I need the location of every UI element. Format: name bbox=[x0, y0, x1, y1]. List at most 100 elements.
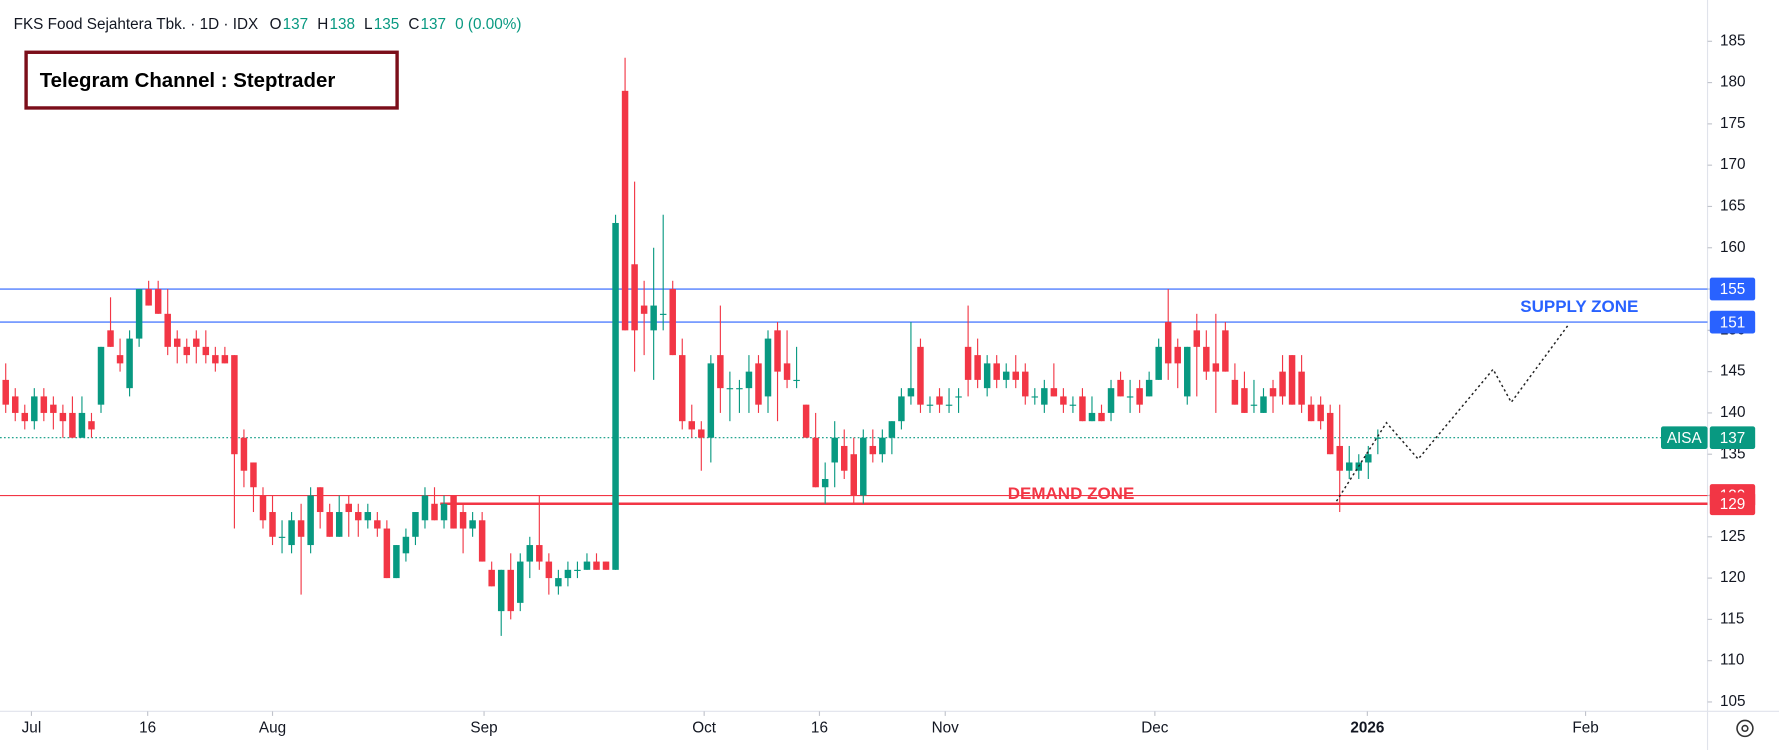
candle-body bbox=[1002, 371, 1010, 380]
candle-body bbox=[1164, 322, 1172, 364]
candle-body bbox=[202, 346, 210, 356]
candle-body bbox=[526, 545, 534, 562]
candle-body bbox=[1365, 454, 1372, 463]
candle-body bbox=[240, 437, 248, 471]
candle-body bbox=[1336, 445, 1343, 471]
annotation-text: Telegram Channel : Steptrader bbox=[40, 70, 336, 92]
x-tick-label: Feb bbox=[1572, 719, 1598, 736]
candle-body bbox=[955, 396, 962, 398]
candle-body bbox=[431, 503, 438, 521]
candle-body bbox=[936, 396, 943, 405]
candle-body bbox=[459, 512, 467, 529]
candle-body bbox=[374, 520, 381, 529]
y-tick-label: 110 bbox=[1720, 652, 1744, 669]
candle-body bbox=[707, 363, 715, 438]
candle-body bbox=[40, 396, 48, 413]
candle-body bbox=[488, 569, 495, 587]
candle-body bbox=[869, 445, 877, 455]
candle-body bbox=[1203, 346, 1210, 372]
candle-body bbox=[440, 503, 448, 521]
candle-body bbox=[231, 355, 238, 455]
candle-body bbox=[1088, 412, 1096, 422]
candle-body bbox=[173, 338, 181, 347]
candle-body bbox=[212, 355, 219, 364]
settings-icon[interactable] bbox=[1736, 719, 1754, 738]
candle-body bbox=[183, 346, 190, 356]
candle-body bbox=[974, 355, 981, 380]
candle-body bbox=[1060, 396, 1067, 405]
candle-body bbox=[450, 495, 457, 529]
candle-body bbox=[821, 478, 829, 488]
candle-body bbox=[726, 388, 734, 390]
candle-body bbox=[1012, 371, 1019, 380]
candle-body bbox=[993, 363, 1000, 380]
candle-body bbox=[1126, 396, 1134, 398]
candle-body bbox=[145, 289, 152, 306]
symbol-badge-label: AISA bbox=[1667, 430, 1703, 447]
candle-body bbox=[555, 578, 562, 587]
candle-body bbox=[688, 421, 696, 430]
candle-body bbox=[221, 355, 229, 364]
candle-body bbox=[193, 338, 200, 347]
candle-body bbox=[745, 371, 753, 389]
ohlc-value: 137 bbox=[421, 16, 447, 33]
candle-body bbox=[698, 429, 705, 438]
candle-body bbox=[802, 404, 810, 438]
y-tick-label: 105 bbox=[1720, 693, 1746, 710]
ohlc-label: O bbox=[270, 16, 282, 33]
candle-body bbox=[335, 512, 343, 537]
annotation-box bbox=[24, 50, 399, 110]
candle-body bbox=[898, 396, 905, 422]
candle-body bbox=[1307, 404, 1315, 422]
candle-body bbox=[402, 536, 410, 554]
candle-body bbox=[1231, 379, 1239, 405]
candle-body bbox=[383, 528, 391, 579]
level-badge bbox=[1709, 310, 1756, 334]
candle-body bbox=[1136, 388, 1143, 405]
candle-body bbox=[1279, 371, 1286, 397]
candle-body bbox=[1145, 379, 1153, 397]
candle-body bbox=[850, 454, 858, 496]
candle-body bbox=[107, 330, 114, 347]
last-price-badge bbox=[1709, 426, 1756, 450]
candle-body bbox=[945, 404, 953, 406]
candle-body bbox=[326, 512, 333, 537]
candle-body bbox=[1079, 396, 1086, 422]
level-badge bbox=[1709, 492, 1756, 516]
ohlc-label: L bbox=[364, 16, 373, 33]
candle-body bbox=[812, 437, 819, 488]
candle-body bbox=[926, 404, 934, 406]
x-tick-label: Sep bbox=[470, 719, 497, 736]
x-tick-label: 16 bbox=[811, 719, 828, 736]
candle-body bbox=[1288, 355, 1296, 405]
x-tick-label: Nov bbox=[932, 719, 960, 736]
candle-body bbox=[669, 289, 676, 356]
candle-body bbox=[1212, 363, 1220, 372]
candle-body bbox=[307, 495, 314, 546]
candle-body bbox=[78, 412, 86, 438]
candle-body bbox=[1041, 388, 1048, 405]
candle-body bbox=[250, 462, 257, 488]
x-tick-label: 16 bbox=[139, 719, 156, 736]
candle-body bbox=[736, 388, 743, 390]
candle-body bbox=[774, 330, 781, 372]
projection-path bbox=[1335, 323, 1570, 502]
candle-body bbox=[393, 545, 400, 579]
candle-body bbox=[574, 569, 581, 571]
y-tick-label: 165 bbox=[1720, 198, 1746, 215]
y-tick-label: 135 bbox=[1720, 445, 1746, 462]
candle-body bbox=[1317, 404, 1324, 422]
candle-body bbox=[1107, 388, 1115, 413]
ohlc-value: 138 bbox=[329, 16, 355, 33]
candle-body bbox=[126, 338, 133, 389]
candle-body bbox=[964, 346, 972, 380]
candle-body bbox=[31, 396, 38, 422]
candle-body bbox=[517, 561, 524, 603]
last-price-label: 137 bbox=[1720, 430, 1746, 447]
candle-body bbox=[679, 355, 686, 422]
candle-body bbox=[50, 404, 57, 413]
x-tick-label: Aug bbox=[259, 719, 286, 736]
candle-body bbox=[12, 396, 19, 413]
